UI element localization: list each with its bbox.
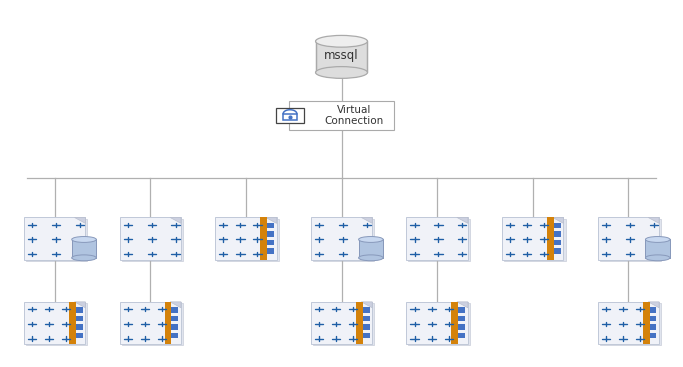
Bar: [171, 307, 178, 313]
Bar: [122, 303, 183, 345]
Bar: [650, 316, 656, 321]
Bar: [458, 324, 465, 330]
Bar: [554, 231, 561, 237]
Bar: [643, 302, 650, 344]
Bar: [406, 302, 468, 344]
Bar: [69, 302, 76, 344]
Ellipse shape: [645, 255, 670, 261]
Ellipse shape: [72, 255, 96, 261]
Bar: [267, 240, 274, 245]
Bar: [311, 217, 372, 260]
Bar: [165, 302, 171, 344]
Ellipse shape: [316, 36, 367, 47]
Bar: [458, 316, 465, 321]
Polygon shape: [170, 302, 181, 308]
Bar: [598, 217, 659, 260]
Bar: [406, 217, 468, 260]
Ellipse shape: [359, 255, 383, 261]
Bar: [408, 218, 470, 261]
Bar: [502, 217, 563, 260]
Bar: [458, 307, 465, 313]
Bar: [76, 324, 83, 330]
Bar: [24, 217, 85, 260]
Bar: [356, 302, 363, 344]
Bar: [451, 302, 458, 344]
Polygon shape: [553, 217, 563, 223]
Bar: [313, 303, 374, 345]
Polygon shape: [74, 217, 85, 223]
Bar: [26, 218, 87, 261]
Bar: [600, 303, 661, 345]
Bar: [171, 324, 178, 330]
Bar: [547, 217, 554, 260]
Bar: [72, 240, 96, 258]
Bar: [283, 114, 297, 120]
Bar: [363, 307, 370, 313]
Bar: [363, 333, 370, 338]
Bar: [313, 218, 374, 261]
Bar: [554, 248, 561, 254]
Polygon shape: [266, 217, 277, 223]
Bar: [24, 302, 85, 344]
Ellipse shape: [316, 67, 367, 79]
Polygon shape: [457, 217, 468, 223]
Text: mssql: mssql: [324, 49, 359, 62]
Bar: [215, 217, 277, 260]
Bar: [171, 333, 178, 338]
Ellipse shape: [72, 237, 96, 242]
Bar: [554, 240, 561, 245]
Bar: [171, 316, 178, 321]
Bar: [120, 302, 181, 344]
Bar: [311, 302, 372, 344]
Polygon shape: [170, 217, 181, 223]
Polygon shape: [361, 217, 372, 223]
Polygon shape: [457, 302, 468, 308]
Bar: [267, 223, 274, 228]
Bar: [120, 217, 181, 260]
Bar: [260, 217, 267, 260]
Bar: [504, 218, 566, 261]
Bar: [288, 101, 395, 130]
Bar: [217, 218, 279, 261]
Bar: [267, 231, 274, 237]
Polygon shape: [74, 302, 85, 308]
Bar: [267, 248, 274, 254]
Bar: [363, 316, 370, 321]
Bar: [26, 303, 87, 345]
Bar: [600, 218, 661, 261]
Bar: [122, 218, 183, 261]
Text: Virtual
Connection: Virtual Connection: [324, 105, 383, 126]
Bar: [276, 108, 305, 123]
Bar: [76, 316, 83, 321]
Bar: [458, 333, 465, 338]
Bar: [554, 223, 561, 228]
Bar: [363, 324, 370, 330]
Bar: [650, 333, 656, 338]
Bar: [650, 324, 656, 330]
Ellipse shape: [359, 237, 383, 242]
Ellipse shape: [645, 237, 670, 242]
Bar: [316, 41, 367, 73]
Bar: [408, 303, 470, 345]
Polygon shape: [361, 302, 372, 308]
Bar: [76, 333, 83, 338]
Bar: [76, 307, 83, 313]
Polygon shape: [648, 302, 659, 308]
Polygon shape: [648, 217, 659, 223]
Bar: [645, 240, 670, 258]
Bar: [359, 240, 383, 258]
Bar: [598, 302, 659, 344]
Bar: [650, 307, 656, 313]
